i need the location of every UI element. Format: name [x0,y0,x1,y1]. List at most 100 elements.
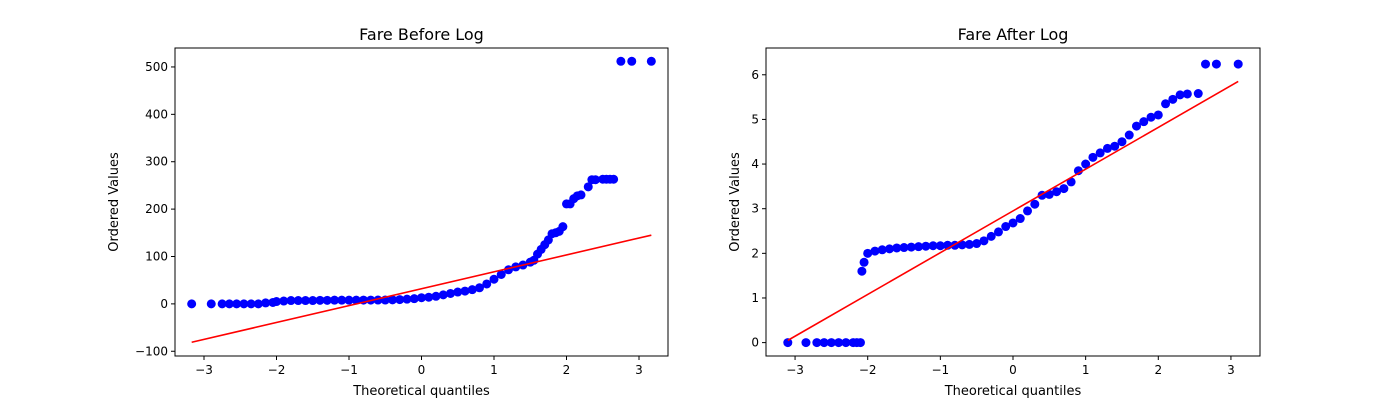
data-point [801,338,811,348]
data-point [1023,206,1033,216]
data-point [1001,222,1011,232]
data-point [857,266,867,276]
data-point [957,240,967,250]
y-axis-label: Ordered Values [107,152,122,252]
data-point [1015,214,1025,224]
data-point [272,297,281,307]
x-axis-label: Theoretical quantiles [944,384,1082,399]
y-tick-label: 400 [145,107,168,121]
x-axis-label: Theoretical quantiles [352,384,490,399]
y-tick-label: 0 [751,336,759,350]
data-point [293,296,303,306]
x-tick-label: 3 [1227,363,1235,377]
data-point [337,295,347,305]
data-point [460,286,470,296]
fare-after-log-axes: Fare After Log Theoretical quantiles Ord… [728,25,1261,399]
data-point [627,56,637,66]
data-point [1030,199,1040,209]
data-point [417,293,426,303]
x-tick-label: −2 [268,363,286,377]
data-point [206,299,216,309]
data-point [928,241,938,251]
data-point [993,227,1003,237]
data-point [1139,117,1149,127]
data-point [1168,94,1178,104]
data-point [1095,148,1105,158]
fare-before-log-axes: Fare Before Log Theoretical quantiles Or… [107,25,669,399]
data-point [819,338,829,348]
data-point [1073,166,1083,176]
data-point [921,241,931,251]
x-tick-label: −2 [859,363,877,377]
x-tick-label: 0 [1009,363,1017,377]
data-point [402,294,412,304]
x-tick-label: 1 [1082,363,1090,377]
data-point [1182,89,1192,99]
y-tick-label: 500 [145,60,168,74]
data-layer [187,56,656,344]
y-tick-label: 200 [145,202,168,216]
data-point [892,243,902,253]
plot-frame [174,47,669,357]
x-tick-label: −3 [786,363,804,377]
data-point [330,295,339,305]
data-point [246,299,256,309]
y-tick-label: 1 [751,291,759,305]
y-tick-label: 0 [160,297,168,311]
x-tick-label: −1 [932,363,950,377]
fit-line [787,80,1239,342]
data-point [239,299,249,309]
data-point [859,257,869,267]
y-tick-label: 100 [145,249,168,263]
data-point [496,269,506,279]
data-point [1081,159,1091,169]
data-point [826,338,836,348]
data-point [558,222,568,232]
data-point [475,283,484,293]
data-point [877,245,887,255]
y-tick-label: 5 [751,112,759,126]
y-tick-label: 300 [145,155,168,169]
data-point [224,299,234,309]
x-tick-label: 3 [635,363,643,377]
data-point [906,242,916,252]
data-point [286,296,296,306]
data-point [609,174,619,184]
data-point [351,295,361,305]
data-point [438,290,448,300]
data-point [812,338,822,348]
data-point [914,242,924,252]
data-point [424,292,434,302]
data-point [885,244,894,254]
data-point [1124,130,1134,140]
data-point [1132,121,1141,131]
data-point [616,56,626,66]
y-tick-label: 3 [751,202,759,216]
data-point [279,296,289,306]
data-point [964,239,974,249]
data-point [1110,141,1120,151]
y-tick-label: −100 [135,344,168,358]
data-point [253,299,263,309]
data-point [187,299,197,309]
y-tick-label: 6 [751,68,759,82]
data-point [591,175,600,185]
data-point [783,338,793,348]
x-tick-label: −1 [340,363,358,377]
x-tick-label: 1 [490,363,498,377]
data-point [834,338,844,348]
data-point [870,246,880,256]
data-point [1175,90,1185,100]
data-point [646,56,656,66]
chart-title: Fare After Log [958,25,1069,44]
data-point [576,190,586,200]
data-point [467,285,477,295]
x-tick-label: −3 [195,363,213,377]
data-point [1059,184,1069,194]
data-point [446,288,455,298]
data-point [1008,218,1018,228]
data-point [388,295,397,305]
data-point [395,295,405,305]
data-point [315,295,325,305]
